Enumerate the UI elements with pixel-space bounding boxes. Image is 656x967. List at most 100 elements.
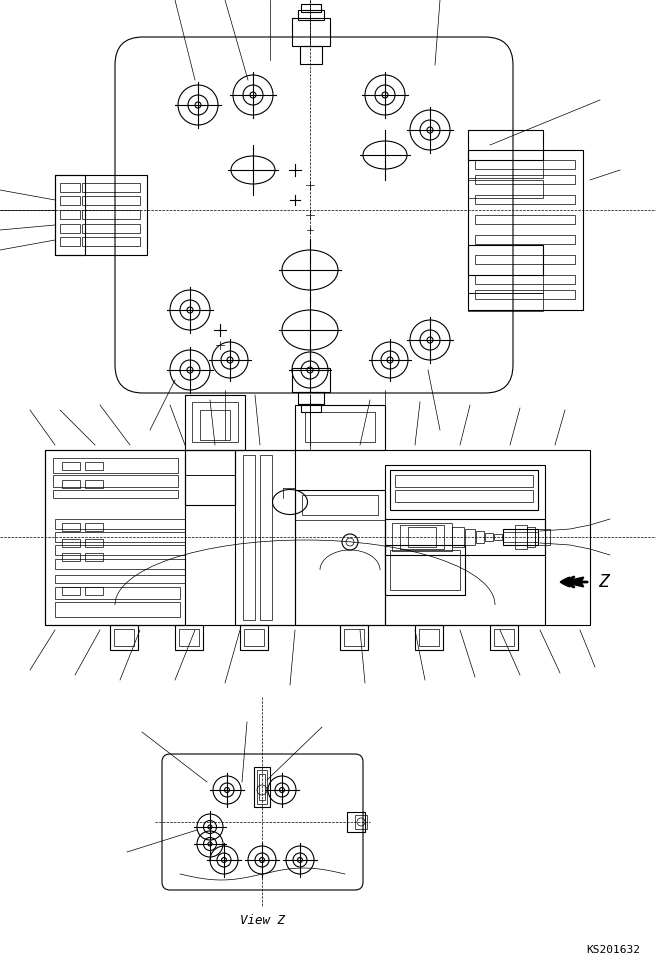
Bar [60,183,80,192]
Bar [62,523,80,531]
Bar [175,625,203,650]
Bar [185,450,235,505]
Bar [292,18,330,46]
Bar [305,412,375,442]
Bar [385,545,465,595]
Bar [535,529,550,545]
Bar [192,402,238,442]
Bar [452,527,464,547]
Bar [344,629,364,646]
Bar [355,815,367,829]
Bar [390,470,538,510]
Bar [60,210,80,219]
Bar [55,587,180,599]
Bar [295,490,385,625]
Bar [45,450,590,625]
Bar [476,531,484,543]
Bar [85,539,103,547]
Bar [55,545,185,555]
Bar [385,465,545,625]
Bar [301,404,321,412]
Bar [254,767,270,807]
Bar [400,525,444,549]
Bar [494,629,514,646]
Bar [302,495,378,515]
Bar [82,210,140,219]
Bar [465,529,475,545]
Bar [385,519,545,555]
Bar [200,410,230,440]
Bar [301,4,321,12]
Bar [240,625,268,650]
Bar [62,587,80,595]
Bar [82,237,140,246]
Bar [347,812,365,832]
Bar [82,224,140,233]
Bar [185,450,235,475]
Bar [45,450,185,625]
Bar [62,480,80,488]
Bar [468,180,543,198]
Bar [235,450,295,625]
Bar [114,629,134,646]
Bar [475,160,575,169]
Bar [82,183,140,192]
Bar [295,490,385,520]
Bar [55,559,185,569]
Bar [475,290,575,299]
Bar [179,629,199,646]
Bar [494,534,502,540]
Bar [392,523,452,551]
Bar [475,235,575,244]
Bar [468,245,543,275]
Bar [292,368,330,392]
Bar [85,462,103,470]
Bar [53,475,178,487]
Bar [55,575,185,583]
Bar [475,215,575,224]
Bar [475,275,575,284]
Text: View Z: View Z [239,914,285,927]
Bar [55,175,147,255]
Bar [515,525,527,549]
Bar [62,553,80,561]
Bar [85,523,103,531]
Bar [468,293,543,311]
Bar [55,175,85,255]
Bar [298,392,324,404]
Bar [185,395,245,450]
Bar [340,625,368,650]
Bar [490,625,518,650]
Bar [295,405,385,450]
Bar [408,527,436,547]
Bar [60,196,80,205]
Bar [468,160,543,178]
Bar [62,462,80,470]
Bar [85,587,103,595]
Bar [53,490,178,498]
Bar [85,553,103,561]
Bar [55,532,185,542]
Bar [468,275,543,293]
Bar [390,550,460,590]
Bar [62,539,80,547]
Bar [503,532,538,542]
Bar [257,770,267,804]
Bar [468,150,583,310]
Bar [485,533,493,541]
Bar [298,10,324,20]
Bar [468,130,543,160]
Bar [243,455,255,620]
Bar [55,519,185,529]
Bar [60,237,80,246]
Bar [503,529,538,545]
Text: Z: Z [598,573,609,591]
Bar [300,46,322,64]
Bar [260,455,272,620]
Bar [110,625,138,650]
Text: KS201632: KS201632 [586,945,640,955]
Bar [395,475,533,487]
Bar [55,602,180,617]
Bar [244,629,264,646]
Bar [53,458,178,473]
